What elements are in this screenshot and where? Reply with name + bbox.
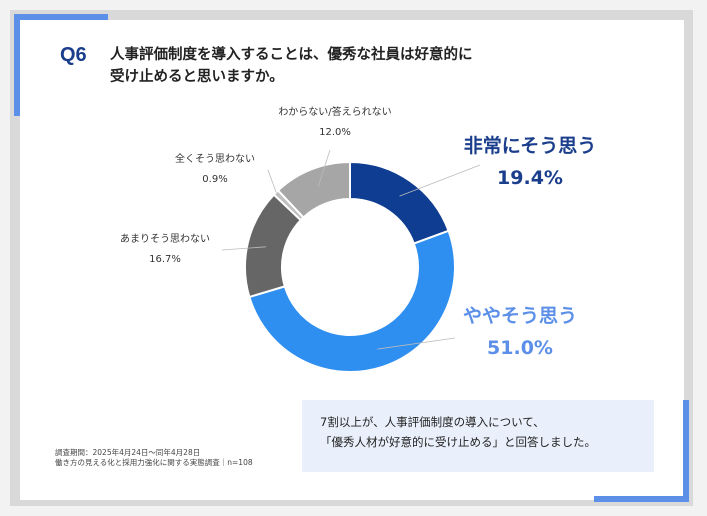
val: 0.9% (202, 174, 228, 185)
label-notatall: 全くそう思わない 0.9% (160, 150, 270, 190)
question-title: 人事評価制度を導入することは、優秀な社員は好意的に 受け止めると思いますか。 (110, 44, 473, 88)
summary-note: 7割以上が、人事評価制度の導入について、「優秀人材が好意的に受け止める」と回答し… (302, 400, 654, 472)
leader-line (267, 169, 277, 194)
leader-line (221, 246, 266, 251)
donut-slice (276, 160, 351, 219)
note-line2: 「優秀人材が好意的に受け止める」と回答しました。 (320, 435, 596, 449)
survey-name: 働き方の見える化と採用力強化に関する実態調査｜n=108 (55, 458, 253, 467)
footnote: 調査期間：2025年4月24日～同年4月28日 働き方の見える化と採用力強化に関す… (55, 448, 253, 468)
corner-accent (683, 400, 689, 502)
leader-line (377, 337, 456, 350)
corner-accent (14, 14, 108, 20)
cat: ややそう思う (462, 305, 577, 327)
val: 12.0% (319, 127, 351, 138)
survey-period: 調査期間：2025年4月24日～同年4月28日 (55, 448, 201, 457)
label-notmuch: あまりそう思わない 16.7% (110, 230, 220, 270)
val: 51.0% (487, 337, 553, 359)
leader-line (399, 164, 481, 197)
donut-slice (248, 229, 456, 373)
corner-accent (14, 14, 20, 116)
cat: 全くそう思わない (175, 154, 255, 165)
cat: あまりそう思わない (120, 234, 210, 245)
leader-line (317, 149, 331, 187)
question-number: Q6 (60, 44, 87, 66)
note-line1: 7割以上が、人事評価制度の導入について、 (320, 415, 545, 429)
val: 16.7% (149, 254, 181, 265)
title-line2: 受け止めると思いますか。 (110, 69, 284, 85)
label-somewhat: ややそう思う 51.0% (445, 300, 595, 364)
label-very: 非常にそう思う 19.4% (455, 130, 605, 194)
label-unknown: わからない/答えられない 12.0% (260, 103, 410, 143)
donut-slice (349, 160, 450, 245)
title-line1: 人事評価制度を導入することは、優秀な社員は好意的に (110, 47, 473, 63)
corner-accent (594, 496, 689, 502)
cat: わからない/答えられない (278, 107, 392, 118)
cat: 非常にそう思う (463, 135, 597, 157)
val: 19.4% (497, 167, 563, 189)
